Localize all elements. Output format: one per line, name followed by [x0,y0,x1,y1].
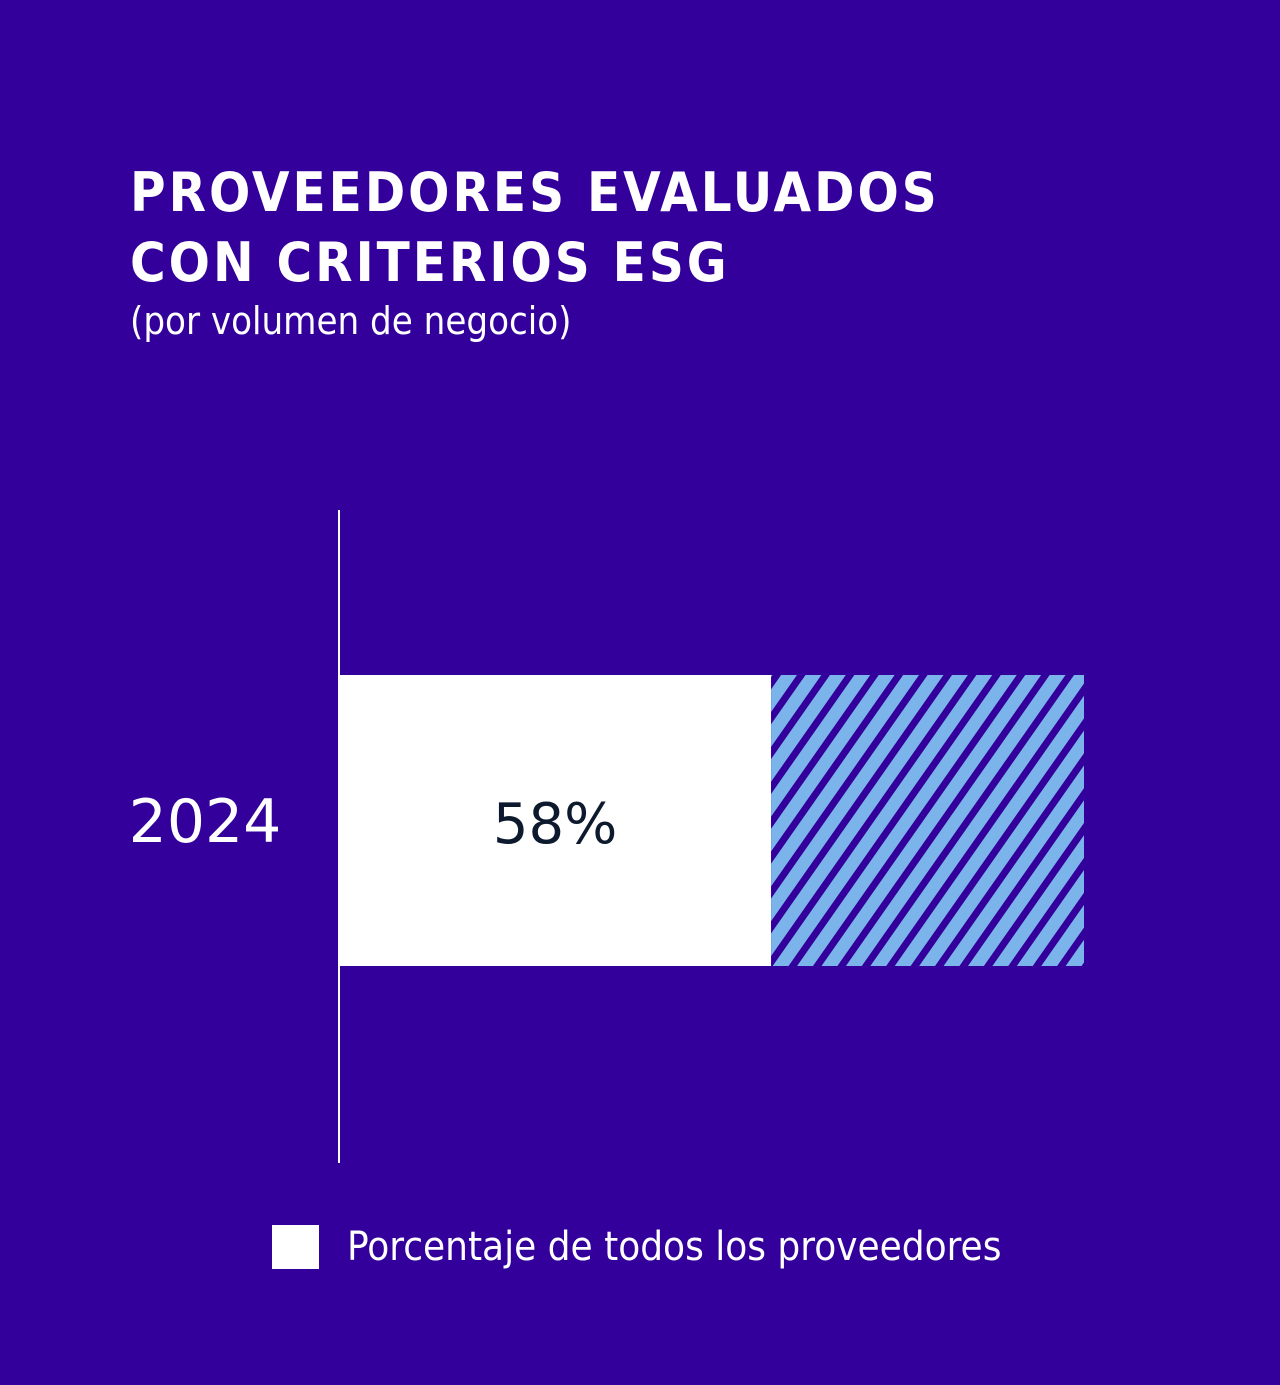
chart-subtitle: (por volumen de negocio) [130,299,572,343]
legend-label: Porcentaje de todos los proveedores [347,1224,1002,1270]
legend: Porcentaje de todos los proveedores [272,1224,1001,1270]
bar-segment-remainder [771,675,1084,966]
bar-segment-evaluated [339,675,772,966]
legend-swatch [272,1225,319,1269]
data-label: 58% [493,792,617,857]
chart-title: PROVEEDORES EVALUADOS CON CRITERIOS ESG [130,161,940,294]
category-label: 2024 [129,787,282,857]
